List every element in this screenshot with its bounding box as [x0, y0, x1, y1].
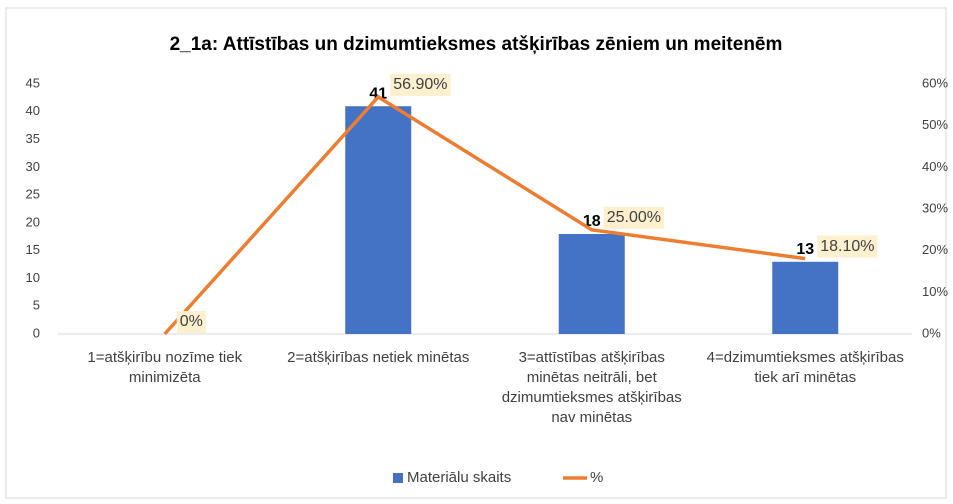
y2-tick-label: 60%	[922, 75, 948, 90]
y-tick-label: 45	[26, 75, 40, 90]
chart-border	[5, 7, 947, 499]
legend-label: %	[590, 469, 603, 486]
bar	[772, 261, 839, 334]
line-label-bg	[603, 206, 665, 229]
y-tick-label: 40	[26, 103, 40, 118]
y-tick-label: 0	[33, 325, 40, 340]
y-tick-label: 35	[26, 131, 40, 146]
bar-value-label: 13	[796, 241, 814, 258]
x-tick-label: 4=dzimumtieksmes atšķirības tiek arī min…	[706, 349, 904, 386]
y2-tick-label: 40%	[922, 159, 948, 174]
line-value-label: 0%	[180, 313, 203, 330]
y-tick-label: 25	[26, 187, 40, 202]
chart-title: 2_1a: Attīstības un dzimumtieksmes atšķi…	[170, 34, 783, 55]
line-series	[163, 94, 806, 336]
x-tick-label: 2=atšķirības netiek minētas	[287, 349, 470, 366]
y-tick-label: 15	[26, 242, 40, 257]
line-value-label: 56.90%	[393, 76, 447, 93]
bar	[345, 106, 412, 334]
line-value-label: 25.00%	[607, 209, 661, 226]
y2-tick-label: 0%	[922, 325, 941, 340]
legend-label: Materiālu skaits	[407, 469, 511, 486]
x-tick-label: 3=attīstības atšķirības minētas neitrāli…	[501, 349, 682, 426]
x-tick-label: 1=atšķirību nozīme tiek minimizēta	[87, 349, 243, 386]
line-value-label: 18.10%	[820, 238, 874, 255]
y2-tick-label: 30%	[922, 200, 948, 215]
legend-swatch	[393, 473, 403, 483]
y2-tick-label: 20%	[922, 242, 948, 257]
y-tick-label: 10	[26, 270, 40, 285]
line-label-bg	[390, 73, 451, 96]
y-tick-label: 30	[26, 159, 40, 174]
y2-tick-label: 50%	[922, 117, 948, 132]
bar	[558, 234, 625, 334]
line-label-bg	[817, 235, 878, 258]
y2-tick-label: 10%	[922, 284, 948, 299]
y-tick-label: 5	[33, 298, 40, 313]
line-label-bg	[176, 311, 206, 333]
y-tick-label: 20	[26, 214, 40, 229]
